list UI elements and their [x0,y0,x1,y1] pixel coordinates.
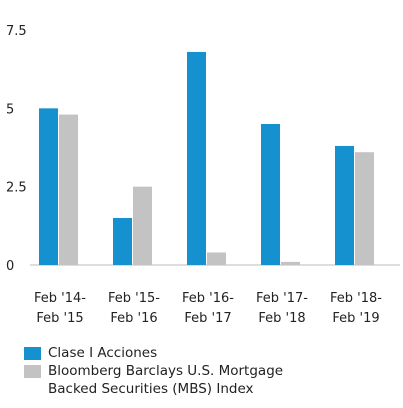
x-tick-label: Feb '14- [34,291,86,306]
bar [355,152,374,265]
x-tick-label: Feb '15 [36,311,83,326]
x-tick-label: Feb '17 [184,311,231,326]
y-tick-label: 2.5 [6,181,27,196]
bar [261,124,280,265]
x-tick-label: Feb '16- [182,291,234,306]
bar [207,252,226,265]
y-tick-label: 5 [6,102,14,117]
legend-swatch [24,365,41,378]
bar [187,51,206,265]
x-tick-label: Feb '15- [108,291,160,306]
x-tick-label: Feb '17- [256,291,308,306]
legend-label: Clase I Acciones [48,345,158,361]
bar [281,261,300,265]
bar [133,186,152,265]
legend-swatch [24,347,41,360]
legend: Clase I Acciones Bloomberg Barclays U.S. … [24,344,324,398]
chart: 0 2.5 5 7.5 Feb '14- Feb '15 Feb '15- Feb '16 Fe… [6,24,400,326]
bar [59,114,78,265]
bar [335,145,354,265]
legend-item: Clase I Acciones [24,344,324,362]
bar [39,108,58,265]
legend-label: Bloomberg Barclays U.S. Mortgage Backed … [48,363,284,397]
x-tick-label: Feb '16 [110,311,157,326]
bar [113,218,132,265]
x-tick-label: Feb '18 [258,311,305,326]
y-tick-label: 7.5 [6,24,27,39]
x-tick-label: Feb '18- [330,291,382,306]
y-tick-label: 0 [6,259,14,274]
legend-item: Bloomberg Barclays U.S. Mortgage Backed … [24,362,324,398]
x-tick-label: Feb '19 [332,311,379,326]
